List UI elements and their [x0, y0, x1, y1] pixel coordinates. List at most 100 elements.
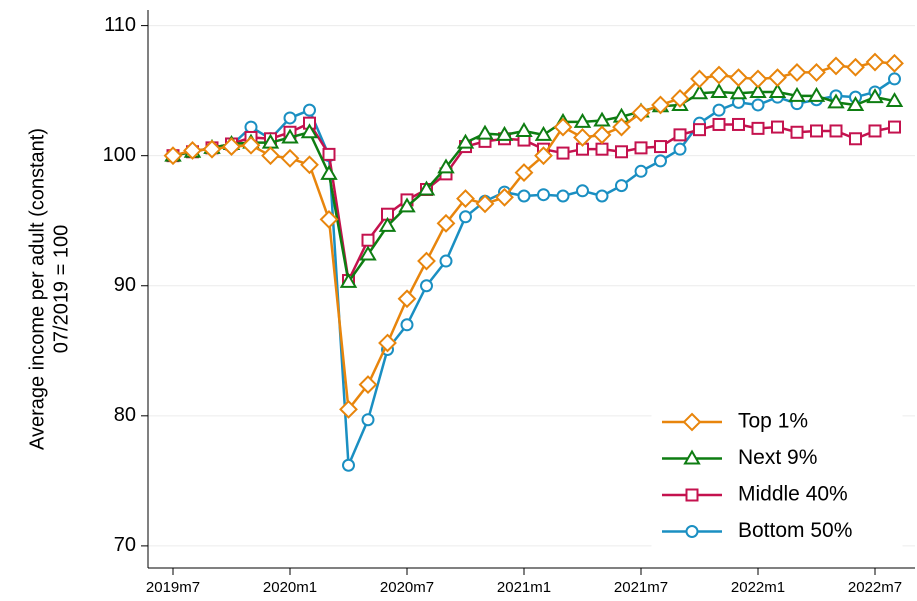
marker — [456, 133, 475, 149]
legend-label: Bottom 50% — [738, 519, 852, 542]
marker — [573, 112, 592, 128]
marker — [712, 103, 726, 117]
x-tick-label: 2021m1 — [497, 579, 551, 596]
marker — [732, 117, 745, 131]
marker — [631, 103, 651, 123]
marker — [712, 117, 726, 131]
marker — [693, 123, 706, 137]
marker — [592, 125, 612, 145]
marker — [846, 57, 865, 77]
y-tick-label: 100 — [103, 144, 136, 166]
x-tick-label: 2019m7 — [146, 579, 200, 596]
legend: Top 1% Next 9% Middle 40% Bottom 50% — [651, 398, 903, 556]
x-tick-label: 2020m1 — [263, 579, 317, 596]
marker — [378, 216, 397, 232]
marker — [885, 53, 904, 73]
marker — [300, 155, 319, 175]
marker — [771, 120, 784, 134]
marker — [241, 135, 261, 155]
marker — [690, 69, 709, 89]
marker — [634, 164, 648, 178]
marker — [670, 89, 690, 108]
marker — [183, 141, 202, 160]
marker — [556, 146, 570, 160]
x-tick-label: 2021m7 — [614, 579, 668, 596]
marker — [417, 180, 436, 196]
marker — [651, 95, 670, 115]
marker — [768, 68, 787, 88]
marker — [359, 245, 377, 261]
marker — [807, 86, 826, 102]
marker — [475, 194, 495, 214]
marker — [615, 145, 628, 159]
marker — [400, 318, 414, 332]
marker — [319, 209, 339, 229]
marker — [281, 128, 299, 144]
marker — [788, 86, 806, 102]
marker — [849, 132, 862, 146]
marker — [573, 128, 592, 147]
marker — [690, 84, 709, 100]
marker — [261, 146, 280, 166]
y-tick-label: 70 — [114, 534, 136, 556]
marker — [790, 125, 804, 139]
marker — [514, 163, 534, 183]
y-tick-label: 90 — [114, 274, 136, 296]
marker — [300, 123, 319, 139]
marker — [553, 117, 573, 137]
marker — [654, 154, 667, 168]
marker — [339, 399, 358, 419]
marker — [495, 125, 514, 141]
marker — [673, 128, 687, 142]
y-tick-label: 80 — [114, 404, 136, 426]
marker — [751, 98, 765, 112]
marker — [476, 124, 494, 140]
marker — [807, 63, 826, 82]
marker — [517, 189, 531, 203]
marker — [339, 272, 358, 288]
marker — [163, 146, 183, 166]
marker — [495, 187, 514, 207]
marker — [685, 488, 699, 502]
marker — [202, 139, 222, 159]
y-tick-label: 110 — [104, 14, 136, 36]
marker — [682, 412, 702, 432]
marker — [654, 140, 667, 154]
x-tick-label: 2022m7 — [848, 579, 902, 596]
marker — [439, 254, 453, 268]
marker — [303, 103, 316, 117]
marker — [748, 69, 768, 89]
marker — [888, 120, 901, 134]
marker — [826, 56, 846, 76]
marker — [634, 141, 648, 155]
marker — [749, 82, 767, 98]
marker — [361, 233, 375, 247]
marker — [417, 251, 436, 271]
marker — [576, 184, 589, 198]
marker — [437, 158, 455, 174]
legend-label: Middle 40% — [738, 483, 848, 506]
marker — [787, 63, 807, 82]
marker — [888, 72, 901, 86]
marker — [320, 164, 338, 180]
marker — [612, 117, 631, 137]
y-axis-title: Average income per adult (constant) — [26, 128, 48, 450]
marker — [420, 279, 433, 293]
marker — [378, 333, 397, 353]
marker — [358, 375, 378, 395]
marker — [283, 111, 297, 125]
marker — [244, 120, 258, 134]
marker — [398, 197, 416, 213]
marker — [456, 189, 475, 209]
marker — [673, 142, 687, 156]
x-tick-label: 2020m7 — [380, 579, 434, 596]
marker — [459, 210, 472, 224]
marker — [868, 124, 882, 138]
marker — [322, 147, 336, 161]
marker — [683, 449, 701, 465]
marker — [751, 121, 765, 135]
marker — [595, 142, 609, 156]
marker — [710, 82, 728, 98]
